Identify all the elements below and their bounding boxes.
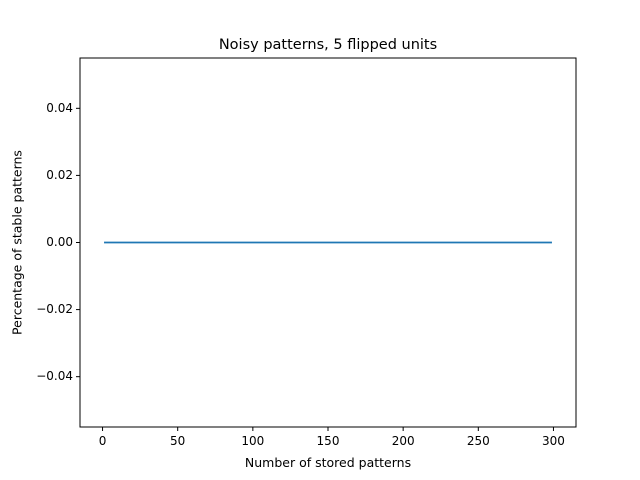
x-tick-label: 100 bbox=[241, 434, 264, 448]
x-tick-label: 0 bbox=[99, 434, 107, 448]
x-axis-label: Number of stored patterns bbox=[245, 455, 411, 470]
y-tick-label: 0.04 bbox=[46, 101, 73, 115]
x-tick-label: 150 bbox=[317, 434, 340, 448]
x-tick-label: 250 bbox=[467, 434, 490, 448]
x-axis-ticks: 0 50 100 150 200 250 300 bbox=[99, 427, 565, 448]
y-axis-label: Percentage of stable patterns bbox=[10, 150, 25, 335]
x-tick-label: 200 bbox=[392, 434, 415, 448]
y-tick-label: 0.00 bbox=[46, 235, 73, 249]
y-tick-label: −0.04 bbox=[36, 369, 73, 383]
chart-title: Noisy patterns, 5 flipped units bbox=[219, 37, 437, 53]
y-tick-label: −0.02 bbox=[36, 302, 73, 316]
x-tick-label: 300 bbox=[542, 434, 565, 448]
x-tick-label: 50 bbox=[170, 434, 185, 448]
y-axis-ticks: −0.04 −0.02 0.00 0.02 0.04 bbox=[36, 101, 80, 383]
y-tick-label: 0.02 bbox=[46, 168, 73, 182]
plot-frame bbox=[79, 57, 577, 428]
